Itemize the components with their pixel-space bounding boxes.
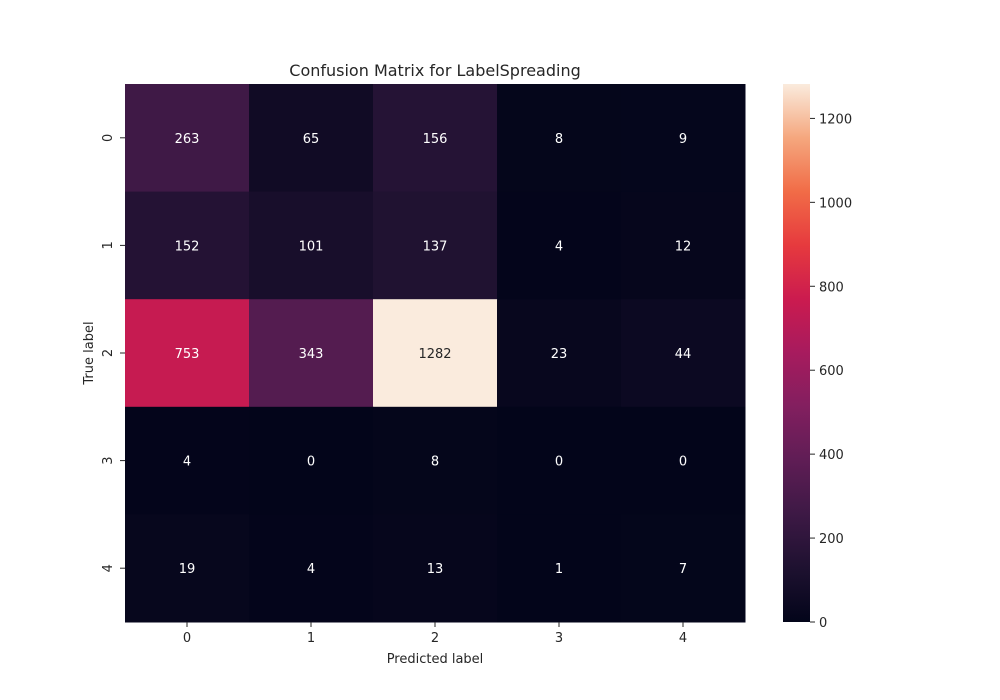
colorbar: 0 200 400 600 800 1000 1200 bbox=[783, 84, 852, 631]
colorbar-tick-label: 800 bbox=[819, 280, 844, 295]
cell-value-label: 19 bbox=[179, 562, 196, 577]
y-tick-label: 0 bbox=[101, 134, 116, 142]
y-tick-label: 3 bbox=[101, 456, 116, 464]
y-tick-label: 2 bbox=[101, 349, 116, 357]
heatmap-cell bbox=[249, 406, 374, 515]
cell-value-label: 0 bbox=[307, 455, 315, 470]
cell-value-label: 152 bbox=[175, 239, 200, 254]
cell-value-label: 12 bbox=[675, 239, 692, 254]
heatmap-cell bbox=[373, 191, 498, 300]
cell-value-label: 13 bbox=[427, 562, 444, 577]
heatmap-cell bbox=[621, 406, 746, 515]
cell-value-label: 0 bbox=[679, 455, 687, 470]
x-axis-ticks: 0 1 2 3 4 bbox=[183, 622, 687, 646]
cell-value-label: 156 bbox=[423, 132, 448, 147]
colorbar-tick-label: 1200 bbox=[819, 112, 852, 127]
cell-value-label: 137 bbox=[423, 239, 448, 254]
y-tick-label: 1 bbox=[101, 241, 116, 249]
colorbar-ticks: 0 200 400 600 800 1000 1200 bbox=[810, 112, 852, 631]
heatmap-cell bbox=[497, 191, 622, 300]
colorbar-tick-label: 0 bbox=[819, 616, 827, 631]
chart-title: Confusion Matrix for LabelSpreading bbox=[289, 61, 580, 80]
heatmap-cell bbox=[497, 299, 622, 408]
x-tick-label: 1 bbox=[307, 631, 315, 646]
x-tick-label: 3 bbox=[555, 631, 563, 646]
cell-value-label: 4 bbox=[307, 562, 315, 577]
heatmap-cell bbox=[621, 84, 746, 193]
heatmap-cell bbox=[373, 514, 498, 623]
cell-value-label: 9 bbox=[679, 132, 687, 147]
x-tick-label: 0 bbox=[183, 631, 191, 646]
cell-value-label: 65 bbox=[303, 132, 320, 147]
y-axis-ticks: 0 1 2 3 4 bbox=[101, 134, 125, 572]
colorbar-tick-label: 1000 bbox=[819, 196, 852, 211]
heatmap-cell bbox=[125, 191, 250, 300]
cell-value-label: 4 bbox=[555, 239, 563, 254]
y-axis-label: True label bbox=[82, 321, 97, 385]
colorbar-tick-label: 200 bbox=[819, 532, 844, 547]
heatmap-cell bbox=[621, 299, 746, 408]
heatmap-cell bbox=[497, 514, 622, 623]
heatmap-cell bbox=[125, 406, 250, 515]
heatmap-cell bbox=[497, 406, 622, 515]
x-tick-label: 2 bbox=[431, 631, 439, 646]
cell-value-label: 101 bbox=[299, 239, 324, 254]
heatmap-cell bbox=[373, 406, 498, 515]
colorbar-tick-label: 600 bbox=[819, 364, 844, 379]
colorbar-gradient bbox=[783, 84, 810, 622]
x-axis-label: Predicted label bbox=[387, 652, 484, 667]
heatmap-cell bbox=[373, 299, 498, 408]
heatmap-cell bbox=[249, 191, 374, 300]
heatmap-cell bbox=[249, 514, 374, 623]
heatmap-cell bbox=[249, 299, 374, 408]
cell-value-label: 4 bbox=[183, 455, 191, 470]
y-tick-label: 4 bbox=[101, 564, 116, 572]
heatmap-cell bbox=[249, 84, 374, 193]
heatmap-cell bbox=[621, 191, 746, 300]
cell-value-label: 1 bbox=[555, 562, 563, 577]
heatmap-cell bbox=[373, 84, 498, 193]
heatmap-cell bbox=[125, 299, 250, 408]
colorbar-tick-label: 400 bbox=[819, 448, 844, 463]
cell-value-label: 0 bbox=[555, 455, 563, 470]
heatmap-cell bbox=[621, 514, 746, 623]
cell-value-label: 8 bbox=[431, 455, 439, 470]
cell-value-label: 44 bbox=[675, 347, 692, 362]
heatmap-cell bbox=[125, 514, 250, 623]
cell-value-label: 263 bbox=[175, 132, 200, 147]
cell-value-label: 753 bbox=[175, 347, 200, 362]
cell-value-label: 1282 bbox=[418, 347, 451, 362]
cell-value-label: 343 bbox=[299, 347, 324, 362]
cell-value-label: 7 bbox=[679, 562, 687, 577]
cell-value-label: 8 bbox=[555, 132, 563, 147]
x-tick-label: 4 bbox=[679, 631, 687, 646]
heatmap-cell bbox=[125, 84, 250, 193]
cell-value-label: 23 bbox=[551, 347, 568, 362]
heatmap-cell bbox=[497, 84, 622, 193]
